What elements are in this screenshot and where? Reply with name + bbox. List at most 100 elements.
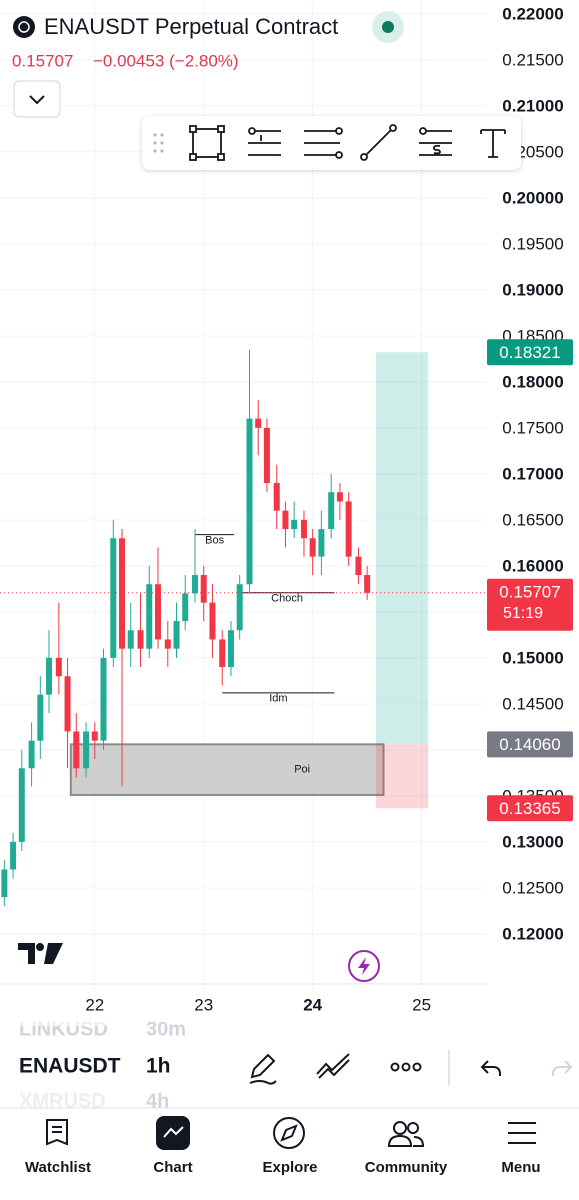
short-position-tool[interactable] bbox=[419, 127, 452, 156]
nav-label[interactable]: Community bbox=[365, 1159, 448, 1176]
menu-icon[interactable] bbox=[508, 1122, 536, 1144]
nav-label[interactable]: Watchlist bbox=[25, 1159, 91, 1176]
nav-labels: Watchlist Chart Explore Community Menu bbox=[25, 1159, 541, 1176]
symbol-strip: LINKUSD ENAUSDT XMRUSD 30m 1h 4h bbox=[0, 1016, 579, 1112]
explore-icon-part bbox=[280, 1124, 298, 1142]
current-price-label: 0.15707 bbox=[499, 582, 560, 601]
candle-body bbox=[137, 630, 144, 649]
chart-icon[interactable] bbox=[156, 1116, 190, 1150]
header: ENAUSDT Perpetual Contract 0.15707 −0.00… bbox=[12, 11, 404, 118]
trend-line-tool[interactable] bbox=[360, 124, 397, 161]
drag-handle-part bbox=[160, 149, 164, 153]
fade bbox=[0, 1094, 579, 1108]
fade bbox=[0, 1016, 579, 1022]
candle-body bbox=[37, 694, 44, 741]
candle-body bbox=[1, 869, 8, 898]
text-tool-part bbox=[480, 129, 506, 158]
drag-handle[interactable] bbox=[153, 133, 164, 153]
dropdown-button[interactable] bbox=[13, 80, 61, 118]
long-position-tool[interactable] bbox=[248, 127, 281, 156]
interval-item[interactable]: 1h bbox=[146, 1055, 171, 1078]
favorites-drawing-button[interactable] bbox=[316, 1053, 350, 1079]
symbol-title: ENAUSDT Perpetual Contract bbox=[44, 14, 338, 39]
watchlist-icon-part bbox=[46, 1119, 68, 1146]
y-tick-label: 0.17500 bbox=[502, 418, 563, 437]
undo-button-part bbox=[480, 1060, 501, 1076]
y-tick-label: 0.21000 bbox=[502, 96, 563, 115]
annotation-label: Idm bbox=[269, 693, 287, 705]
draw-button[interactable] bbox=[249, 1053, 277, 1085]
candle-body bbox=[300, 519, 307, 539]
x-tick-label: 23 bbox=[194, 995, 213, 1014]
candle-body bbox=[146, 584, 153, 649]
plot-area: Poi Bos Choch Idm bbox=[0, 349, 487, 907]
y-tick-label: 0.13000 bbox=[502, 832, 563, 851]
y-tick-label: 0.17000 bbox=[502, 464, 563, 483]
candle-body bbox=[110, 538, 117, 658]
y-tick-label: 0.18000 bbox=[502, 372, 563, 391]
symbol-logo bbox=[18, 21, 30, 33]
nav-label[interactable]: Explore bbox=[262, 1159, 317, 1176]
redo-button-part bbox=[552, 1060, 573, 1076]
stop-zone bbox=[375, 744, 429, 809]
tradingview-logo bbox=[18, 943, 63, 964]
bottom-nav: Watchlist Chart Explore Community Menu bbox=[0, 1107, 579, 1176]
y-tick-label: 0.19500 bbox=[502, 234, 563, 253]
watchlist-icon[interactable] bbox=[46, 1119, 68, 1146]
rectangle-tool-part bbox=[189, 125, 197, 133]
community-icon-part bbox=[407, 1122, 419, 1134]
explore-icon-part bbox=[273, 1117, 305, 1149]
candle-body bbox=[100, 657, 107, 741]
drag-handle-part bbox=[160, 141, 164, 145]
symbol-item[interactable]: ENAUSDT bbox=[19, 1055, 121, 1078]
y-tick-label: 0.19000 bbox=[502, 280, 563, 299]
candle-body bbox=[309, 538, 316, 557]
rectangle-tool[interactable] bbox=[189, 125, 225, 161]
favorites-drawing-button-part bbox=[316, 1053, 350, 1079]
community-icon[interactable] bbox=[387, 1121, 425, 1147]
target-badge-label: 0.18321 bbox=[499, 343, 560, 362]
tradingview-logo-part bbox=[36, 943, 44, 951]
price-change: −0.00453 (−2.80%) bbox=[93, 51, 239, 70]
redo-button[interactable] bbox=[552, 1060, 573, 1076]
community-icon-part bbox=[393, 1121, 407, 1135]
candle-body bbox=[192, 575, 199, 594]
candle-body bbox=[91, 731, 98, 741]
trend-line-tool-part bbox=[360, 153, 368, 161]
stop-badge-label: 0.13365 bbox=[499, 799, 560, 818]
drag-handle-part bbox=[160, 133, 164, 137]
drag-handle-part bbox=[153, 141, 157, 145]
y-tick-label: 0.12000 bbox=[502, 924, 563, 943]
y-tick-label: 0.14500 bbox=[502, 694, 563, 713]
more-button-part bbox=[390, 1062, 400, 1072]
long-position-tool-part bbox=[248, 130, 281, 156]
nav-icons bbox=[46, 1116, 536, 1150]
zone-label: Poi bbox=[294, 764, 310, 776]
short-position-tool-part bbox=[419, 130, 452, 156]
more-button[interactable] bbox=[390, 1062, 422, 1072]
nav-label[interactable]: Chart bbox=[153, 1159, 192, 1176]
annotation-label: Choch bbox=[271, 593, 303, 605]
interval-item[interactable]: 4h bbox=[146, 1090, 169, 1112]
candle-body bbox=[219, 639, 226, 668]
candle-body bbox=[236, 584, 243, 631]
parallel-channel-tool[interactable] bbox=[304, 127, 343, 159]
candle-body bbox=[255, 418, 262, 428]
interval-item[interactable]: 30m bbox=[146, 1018, 186, 1040]
entry-badge-label: 0.14060 bbox=[499, 735, 560, 754]
strip-bg bbox=[0, 1016, 579, 1104]
text-tool[interactable] bbox=[480, 129, 506, 158]
annotation-label: Bos bbox=[205, 534, 224, 546]
explore-icon[interactable] bbox=[273, 1117, 305, 1149]
candle-body bbox=[200, 575, 207, 603]
community-icon-part bbox=[387, 1134, 425, 1147]
draw-button-part bbox=[249, 1053, 277, 1085]
undo-button[interactable] bbox=[480, 1060, 501, 1076]
target-zone bbox=[375, 352, 429, 745]
candle-body bbox=[64, 676, 71, 732]
countdown-label: 51:19 bbox=[503, 605, 543, 622]
nav-label[interactable]: Menu bbox=[501, 1159, 540, 1176]
lightning-button[interactable] bbox=[348, 950, 380, 982]
